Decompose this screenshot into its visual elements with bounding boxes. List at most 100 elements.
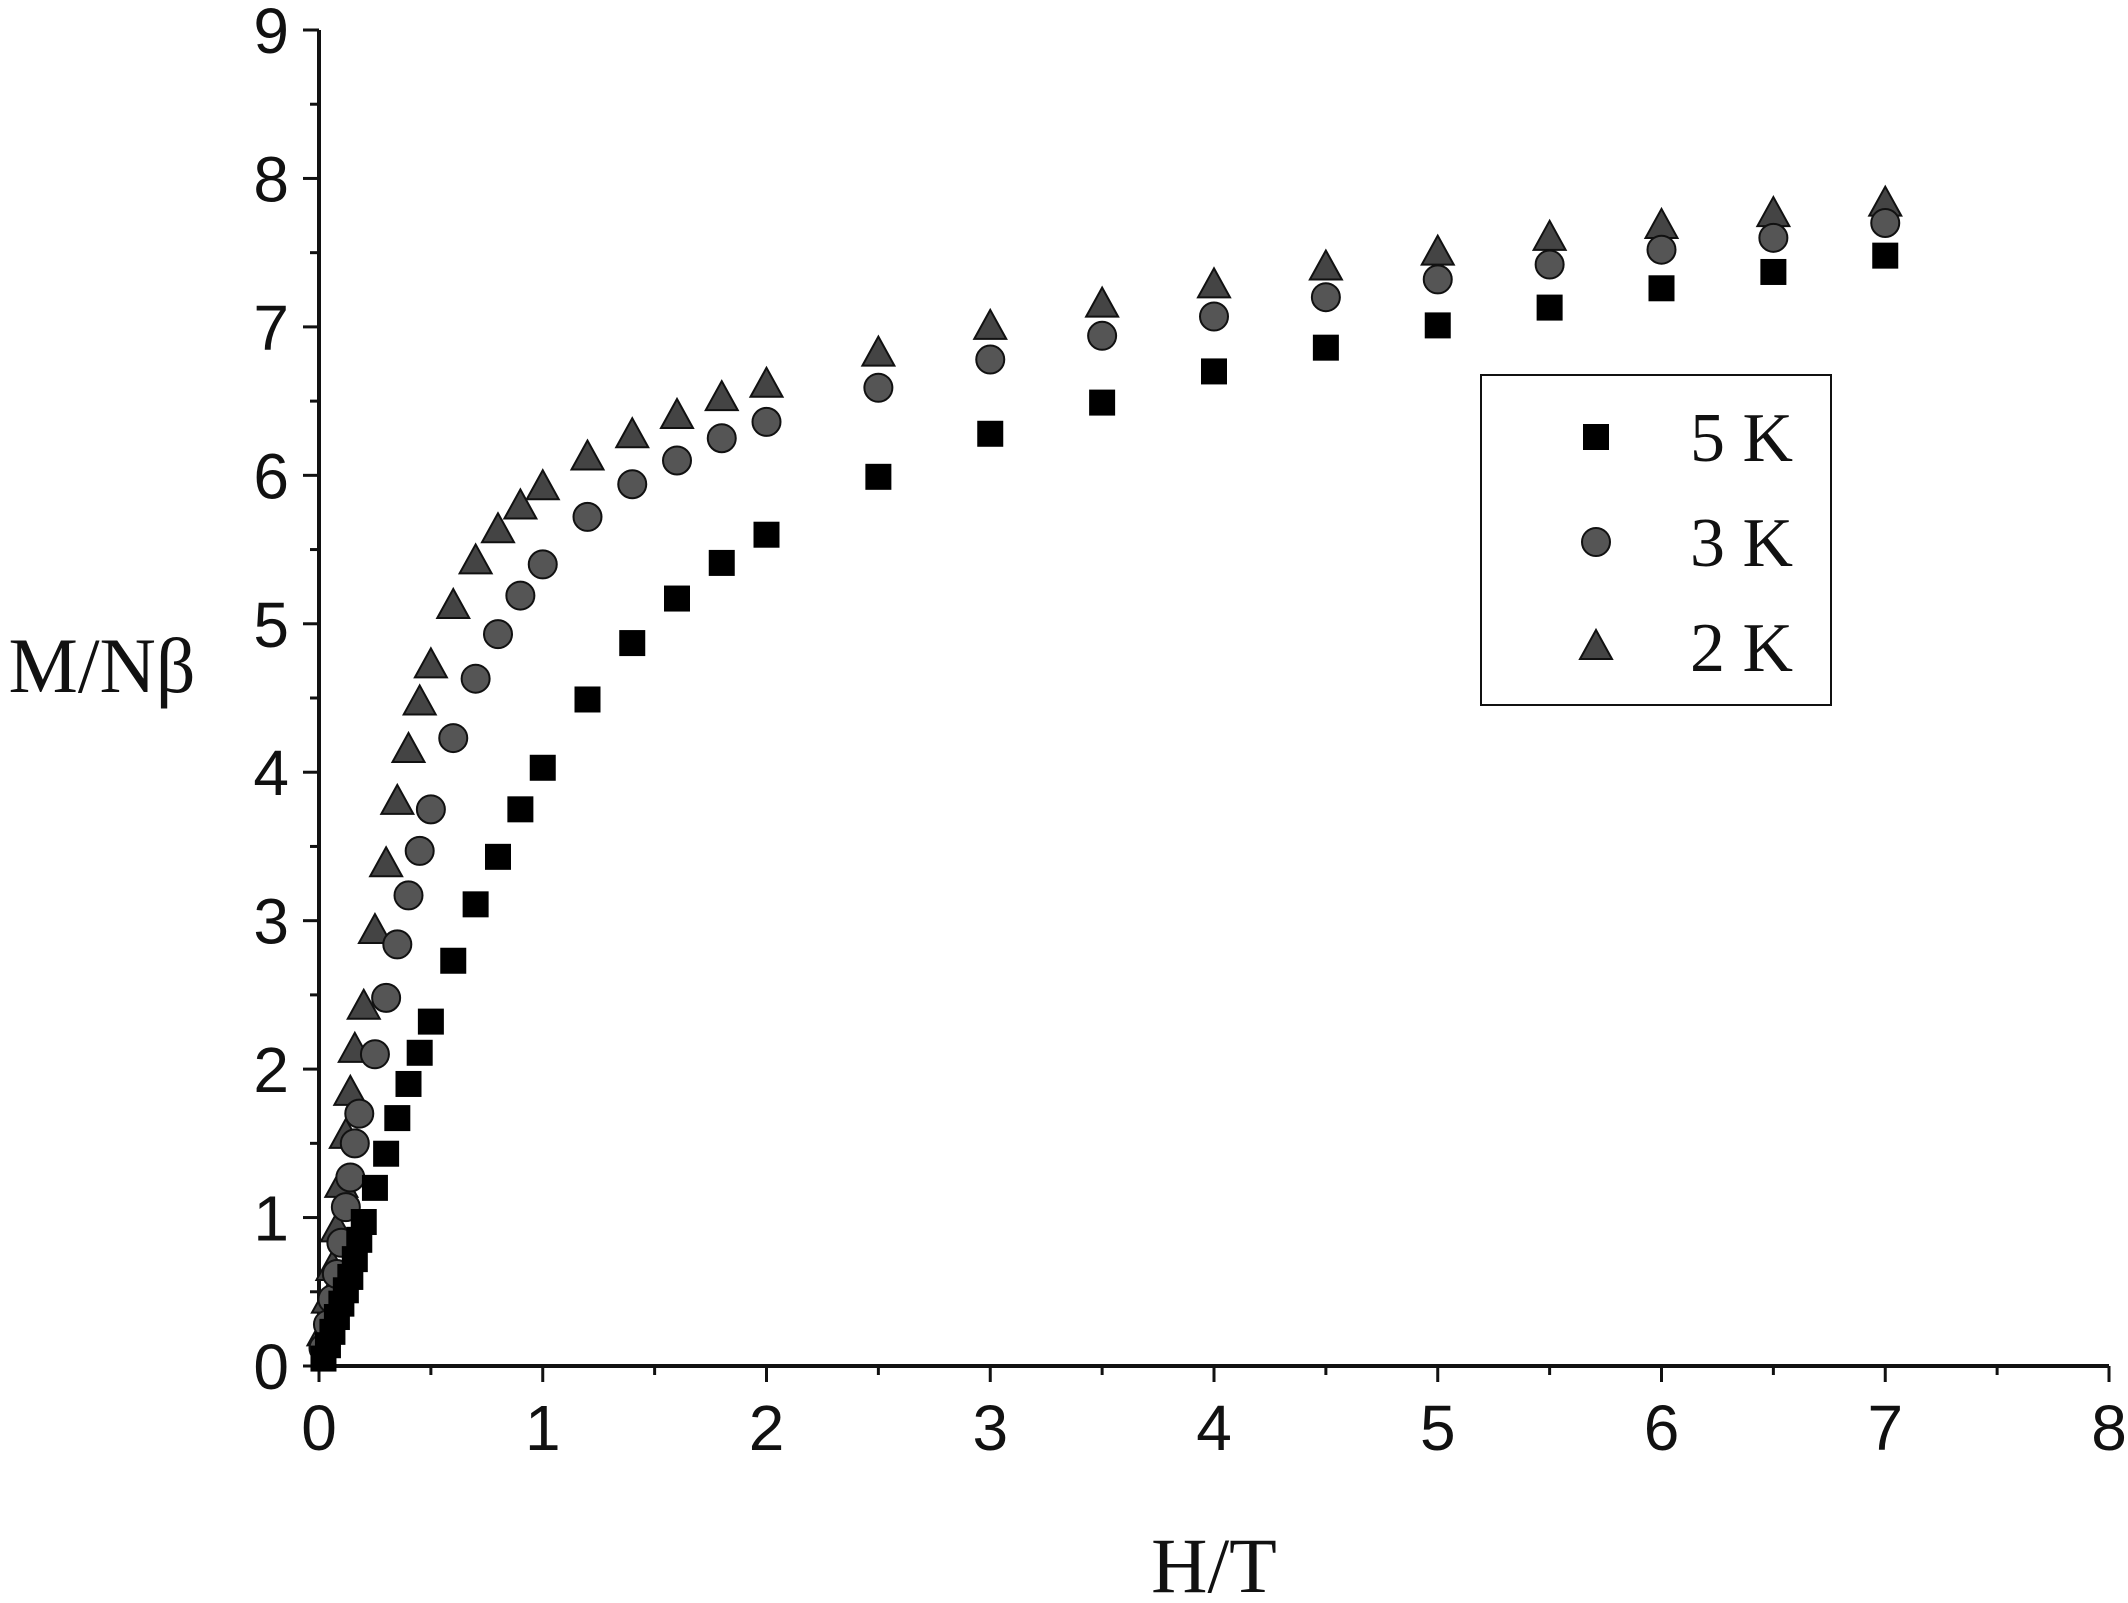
data-point-circle <box>527 549 558 580</box>
data-point-triangle <box>379 782 416 815</box>
data-point-circle <box>344 1098 375 1129</box>
x-tick-label: 3 <box>972 1392 1008 1464</box>
data-point-triangle <box>525 468 561 501</box>
data-point-triangle <box>860 334 897 367</box>
data-point-triangle <box>346 987 382 1020</box>
data-point-square <box>1424 312 1451 339</box>
tick-labels: 0 1 2 3 4 5 6 7 8 0 1 2 3 4 5 6 7 8 9 <box>253 0 2126 1464</box>
data-point-square <box>865 463 892 490</box>
y-tick-label: 8 <box>253 143 289 215</box>
data-point-circle <box>572 501 603 532</box>
data-point-square <box>350 1209 377 1236</box>
x-tick-label: 5 <box>1420 1392 1456 1464</box>
data-point-circle <box>1199 301 1229 332</box>
data-point-triangle <box>614 416 650 449</box>
data-point-triangle <box>435 586 471 619</box>
data-point-triangle <box>704 379 740 412</box>
data-point-square <box>417 1008 444 1035</box>
data-point-circle <box>1646 234 1677 265</box>
data-point-triangle <box>480 511 516 544</box>
y-tick-label: 5 <box>253 589 289 661</box>
data-point-circle <box>415 794 446 825</box>
data-point-triangle <box>1084 285 1120 318</box>
tick-marks <box>303 28 2111 1382</box>
y-tick-label: 3 <box>253 886 289 958</box>
y-axis-title: M/Nβ <box>8 622 195 709</box>
data-point-triangle <box>357 911 393 945</box>
data-point-square <box>1312 334 1339 361</box>
data-point-square <box>1760 258 1787 285</box>
data-point-square <box>361 1174 388 1201</box>
data-point-square <box>406 1039 433 1066</box>
data-point-circle <box>371 982 402 1013</box>
legend-label: 3 K <box>1690 505 1793 582</box>
data-point-square <box>440 947 467 974</box>
x-tick-label: 8 <box>2091 1392 2127 1464</box>
data-point-square <box>462 891 489 918</box>
data-point-circle <box>975 344 1006 375</box>
legend-label: 5 K <box>1690 400 1793 477</box>
y-tick-label: 2 <box>253 1034 289 1106</box>
data-point-square <box>1648 275 1675 302</box>
data-point-circle <box>1087 320 1118 351</box>
data-point-circle <box>751 406 782 437</box>
y-tick-label: 4 <box>253 737 289 809</box>
data-point-triangle <box>1420 233 1456 266</box>
data-point-triangle <box>1531 218 1568 251</box>
data-point-circle <box>335 1162 366 1193</box>
data-point-circle <box>1534 249 1565 280</box>
data-point-circle <box>339 1128 370 1159</box>
x-tick-label: 6 <box>1644 1392 1680 1464</box>
data-point-triangle <box>1643 206 1680 239</box>
legend-box <box>1480 374 1832 706</box>
y-tick-label: 0 <box>253 1331 289 1403</box>
legend-entries: 5 K 3 K 2 K <box>1578 400 1793 687</box>
x-tick-label: 7 <box>1867 1392 1903 1464</box>
x-tick-label: 0 <box>301 1392 337 1464</box>
data-point-square <box>384 1105 411 1132</box>
data-point-circle <box>359 1039 390 1070</box>
data-point-circle <box>617 469 648 500</box>
data-point-triangle <box>1755 195 1792 228</box>
series-square <box>310 242 1899 1372</box>
x-tick-label: 2 <box>749 1392 785 1464</box>
data-point-square <box>753 521 780 548</box>
legend: 5 K 3 K 2 K <box>1480 374 1832 706</box>
y-tick-label: 7 <box>253 292 289 364</box>
data-point-circle <box>1310 282 1341 313</box>
data-point-square <box>664 585 690 612</box>
data-point-square <box>977 420 1004 447</box>
data-point-circle <box>1758 222 1789 253</box>
data-point-square <box>708 549 735 576</box>
legend-marker-square <box>1583 424 1609 450</box>
data-points <box>305 184 1903 1372</box>
data-point-square <box>507 796 534 823</box>
data-point-triangle <box>457 542 494 575</box>
data-point-square <box>1536 294 1563 321</box>
data-point-triangle <box>569 438 606 471</box>
data-point-circle <box>382 929 413 960</box>
data-point-circle <box>460 663 491 694</box>
data-point-triangle <box>659 396 695 429</box>
data-point-triangle <box>972 307 1008 340</box>
data-point-circle <box>404 835 435 866</box>
y-tick-label: 1 <box>253 1183 289 1255</box>
legend-label: 2 K <box>1690 610 1793 687</box>
data-point-circle <box>438 723 469 754</box>
data-point-square <box>395 1070 422 1097</box>
data-point-triangle <box>1308 248 1344 281</box>
data-point-triangle <box>502 487 539 520</box>
x-axis-title: H/T <box>1151 1522 1277 1603</box>
data-point-triangle <box>368 845 404 878</box>
data-point-square <box>1201 358 1227 385</box>
y-tick-label: 6 <box>253 440 289 512</box>
data-point-square <box>529 754 556 781</box>
data-point-circle <box>483 619 513 650</box>
data-point-triangle <box>1196 266 1232 299</box>
data-point-triangle <box>748 365 785 398</box>
y-tick-label: 9 <box>253 0 289 67</box>
data-point-circle <box>863 372 894 403</box>
data-point-square <box>373 1140 400 1167</box>
data-point-circle <box>1422 264 1453 295</box>
data-point-circle <box>662 445 692 476</box>
